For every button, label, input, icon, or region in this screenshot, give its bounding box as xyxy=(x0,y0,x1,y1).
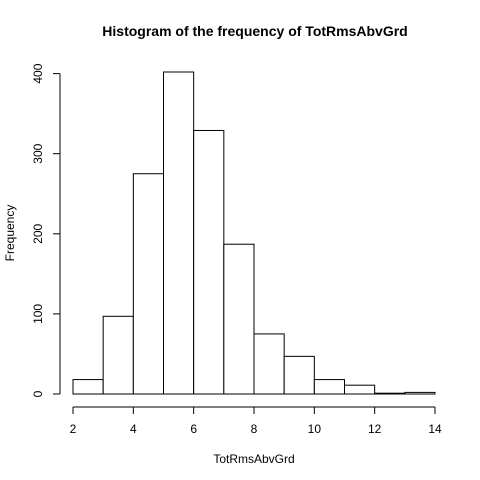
bar-11-12 xyxy=(344,384,376,395)
bar-8-9 xyxy=(253,333,285,395)
x-tick-label-6: 6 xyxy=(190,422,197,436)
x-axis-label: TotRmsAbvGrd xyxy=(213,452,294,466)
y-axis: 0 100 200 300 400 xyxy=(31,63,61,397)
bar-12-13 xyxy=(374,392,406,395)
bar-5-6 xyxy=(163,71,195,395)
x-tick-label-4: 4 xyxy=(130,422,137,436)
bar-2-3 xyxy=(72,379,104,395)
bar-9-10 xyxy=(283,355,315,395)
y-tick-label-300: 300 xyxy=(31,143,45,163)
bar-7-8 xyxy=(223,243,255,395)
bar-3-4 xyxy=(102,315,134,395)
y-tick-label-100: 100 xyxy=(31,304,45,324)
x-tick-label-12: 12 xyxy=(368,422,382,436)
y-axis-label: Frequency xyxy=(3,205,17,262)
y-tick-label-200: 200 xyxy=(31,223,45,243)
y-tick-label-0: 0 xyxy=(31,390,45,397)
bar-10-11 xyxy=(313,379,346,395)
x-tick-label-10: 10 xyxy=(308,422,322,436)
y-tick-label-400: 400 xyxy=(31,63,45,83)
bar-13-14 xyxy=(404,391,436,395)
bar-4-5 xyxy=(132,173,164,395)
x-tick-label-2: 2 xyxy=(70,422,77,436)
chart-title: Histogram of the frequency of TotRmsAbvG… xyxy=(102,23,407,39)
x-axis: 2 4 6 8 10 12 14 xyxy=(70,406,442,436)
x-tick-label-14: 14 xyxy=(428,422,442,436)
x-tick-label-8: 8 xyxy=(251,422,258,436)
bars-group xyxy=(72,71,436,395)
bar-6-7 xyxy=(193,129,225,395)
